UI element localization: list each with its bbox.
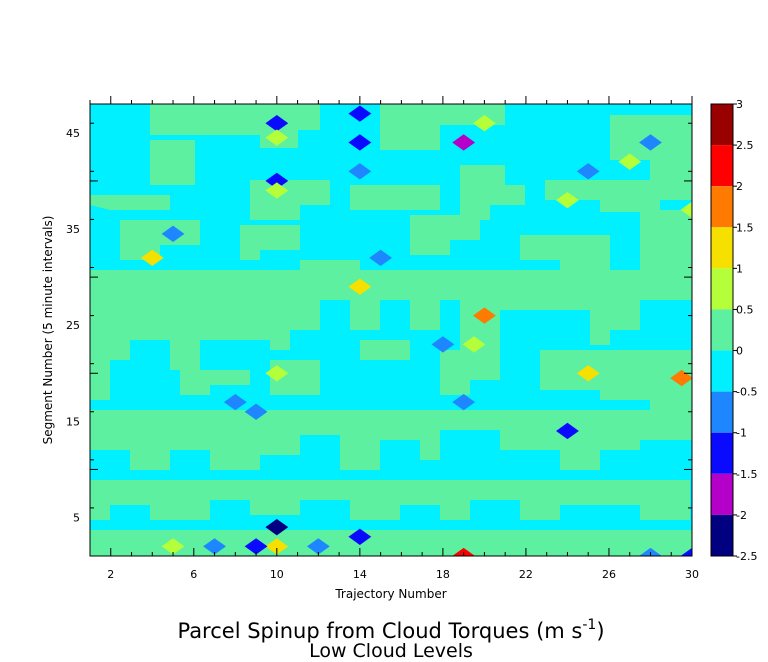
colorbar-swatch [711,104,733,146]
contour-patch [244,403,268,420]
colorbar-swatch [711,350,733,392]
contour-patch [576,163,600,180]
x-tick-label: 26 [602,568,616,581]
contour-patch [265,538,289,555]
contour-patch [556,422,579,440]
contour-patch [556,191,579,209]
contour-patches [140,105,692,556]
colorbar-label: 2 [736,180,743,193]
colorbar-swatch [711,227,733,269]
contour-patch [265,518,289,536]
contour-patch [348,163,372,180]
colorbar-label: -1.5 [736,468,757,481]
chart-title-superscript: -1 [582,617,596,633]
y-axis-title: Segment Number (5 minute intervals) [41,216,55,445]
contour-patch [140,249,164,267]
contour-patch [348,528,372,545]
colorbar-frame [710,103,734,557]
colorbar-swatch [711,145,733,187]
contour-region-0-to-0.5 [90,104,692,556]
colorbar-swatch [711,514,733,556]
y-tick-label: 45 [66,127,80,140]
contour-patch [265,115,289,132]
x-tick-label: 6 [190,568,197,581]
contour-patch [618,153,642,170]
contour-patch [348,134,372,151]
x-tick-label: 30 [685,568,699,581]
chart-title-close: ) [596,619,604,643]
x-axis: 2 6 10 14 18 22 26 30 [89,96,699,581]
contour-patch [223,393,247,411]
contour-patch [680,201,692,218]
y-axis: 5 15 25 35 45 [66,122,692,557]
colorbar-label: 2.5 [736,139,754,152]
colorbar-swatch [711,309,733,351]
colorbar-label: 0 [736,345,743,358]
contour-patch [348,105,372,122]
chart-title-main: Parcel Spinup from Cloud Torques (m s [177,619,582,643]
chart-title: Parcel Spinup from Cloud Torques (m s-1) [177,617,604,643]
colorbar-label: -0.5 [736,386,757,399]
x-tick-label: 22 [519,568,533,581]
contour-patch [452,134,476,151]
contour-patch [369,249,393,267]
contour-patch [265,365,289,382]
colorbar-swatch [711,268,733,310]
contour-patch [306,538,330,555]
contour-patch [670,369,692,387]
contour-patch [452,393,476,411]
x-tick-label: 10 [270,568,284,581]
contour-patch [265,129,289,146]
contour-patch [472,307,496,324]
contour-patch [472,115,496,132]
colorbar-swatch [711,432,733,474]
contour-patch [161,225,185,243]
colorbar-label: 0.5 [736,303,754,316]
contour-patch [639,134,662,151]
colorbar-swatch [711,391,733,433]
x-tick-label: 18 [436,568,450,581]
colorbar-label: 1.5 [736,221,754,234]
plot-area [90,104,692,556]
contour-patch [348,278,372,295]
contour-patch [639,547,662,556]
contour-patch [576,365,600,382]
contour-patch [244,538,268,555]
y-tick-label: 25 [66,319,80,332]
colorbar-label: 1 [736,262,743,275]
y-tick-label: 35 [66,223,80,236]
colorbar-label: 3 [736,98,743,111]
colorbar-label: -2.5 [736,550,757,563]
colorbar-label: -2 [736,509,747,522]
contour-patch [265,182,289,199]
contour-patch [265,172,289,190]
x-axis-title: Trajectory Number [334,587,446,601]
contour-patch [462,336,486,353]
colorbar-swatch [711,186,733,228]
chart-subtitle: Low Cloud Levels [309,640,473,662]
contour-patch [431,336,455,353]
contour-patch [203,538,226,555]
x-tick-label: 2 [107,568,114,581]
colorbar-swatch [711,473,733,515]
x-tick-label: 14 [353,568,367,581]
contour-patch [680,547,692,556]
y-tick-label: 15 [66,415,80,428]
colorbar-label: -1 [736,427,747,440]
y-tick-label: 5 [73,512,80,525]
contour-patch [161,538,185,555]
contour-patch [452,547,476,556]
plot-frame [89,103,693,557]
colorbar: 3 2.5 2 1.5 1 0.5 0 -0.5 -1 -1.5 -2 -2.5 [710,98,757,563]
